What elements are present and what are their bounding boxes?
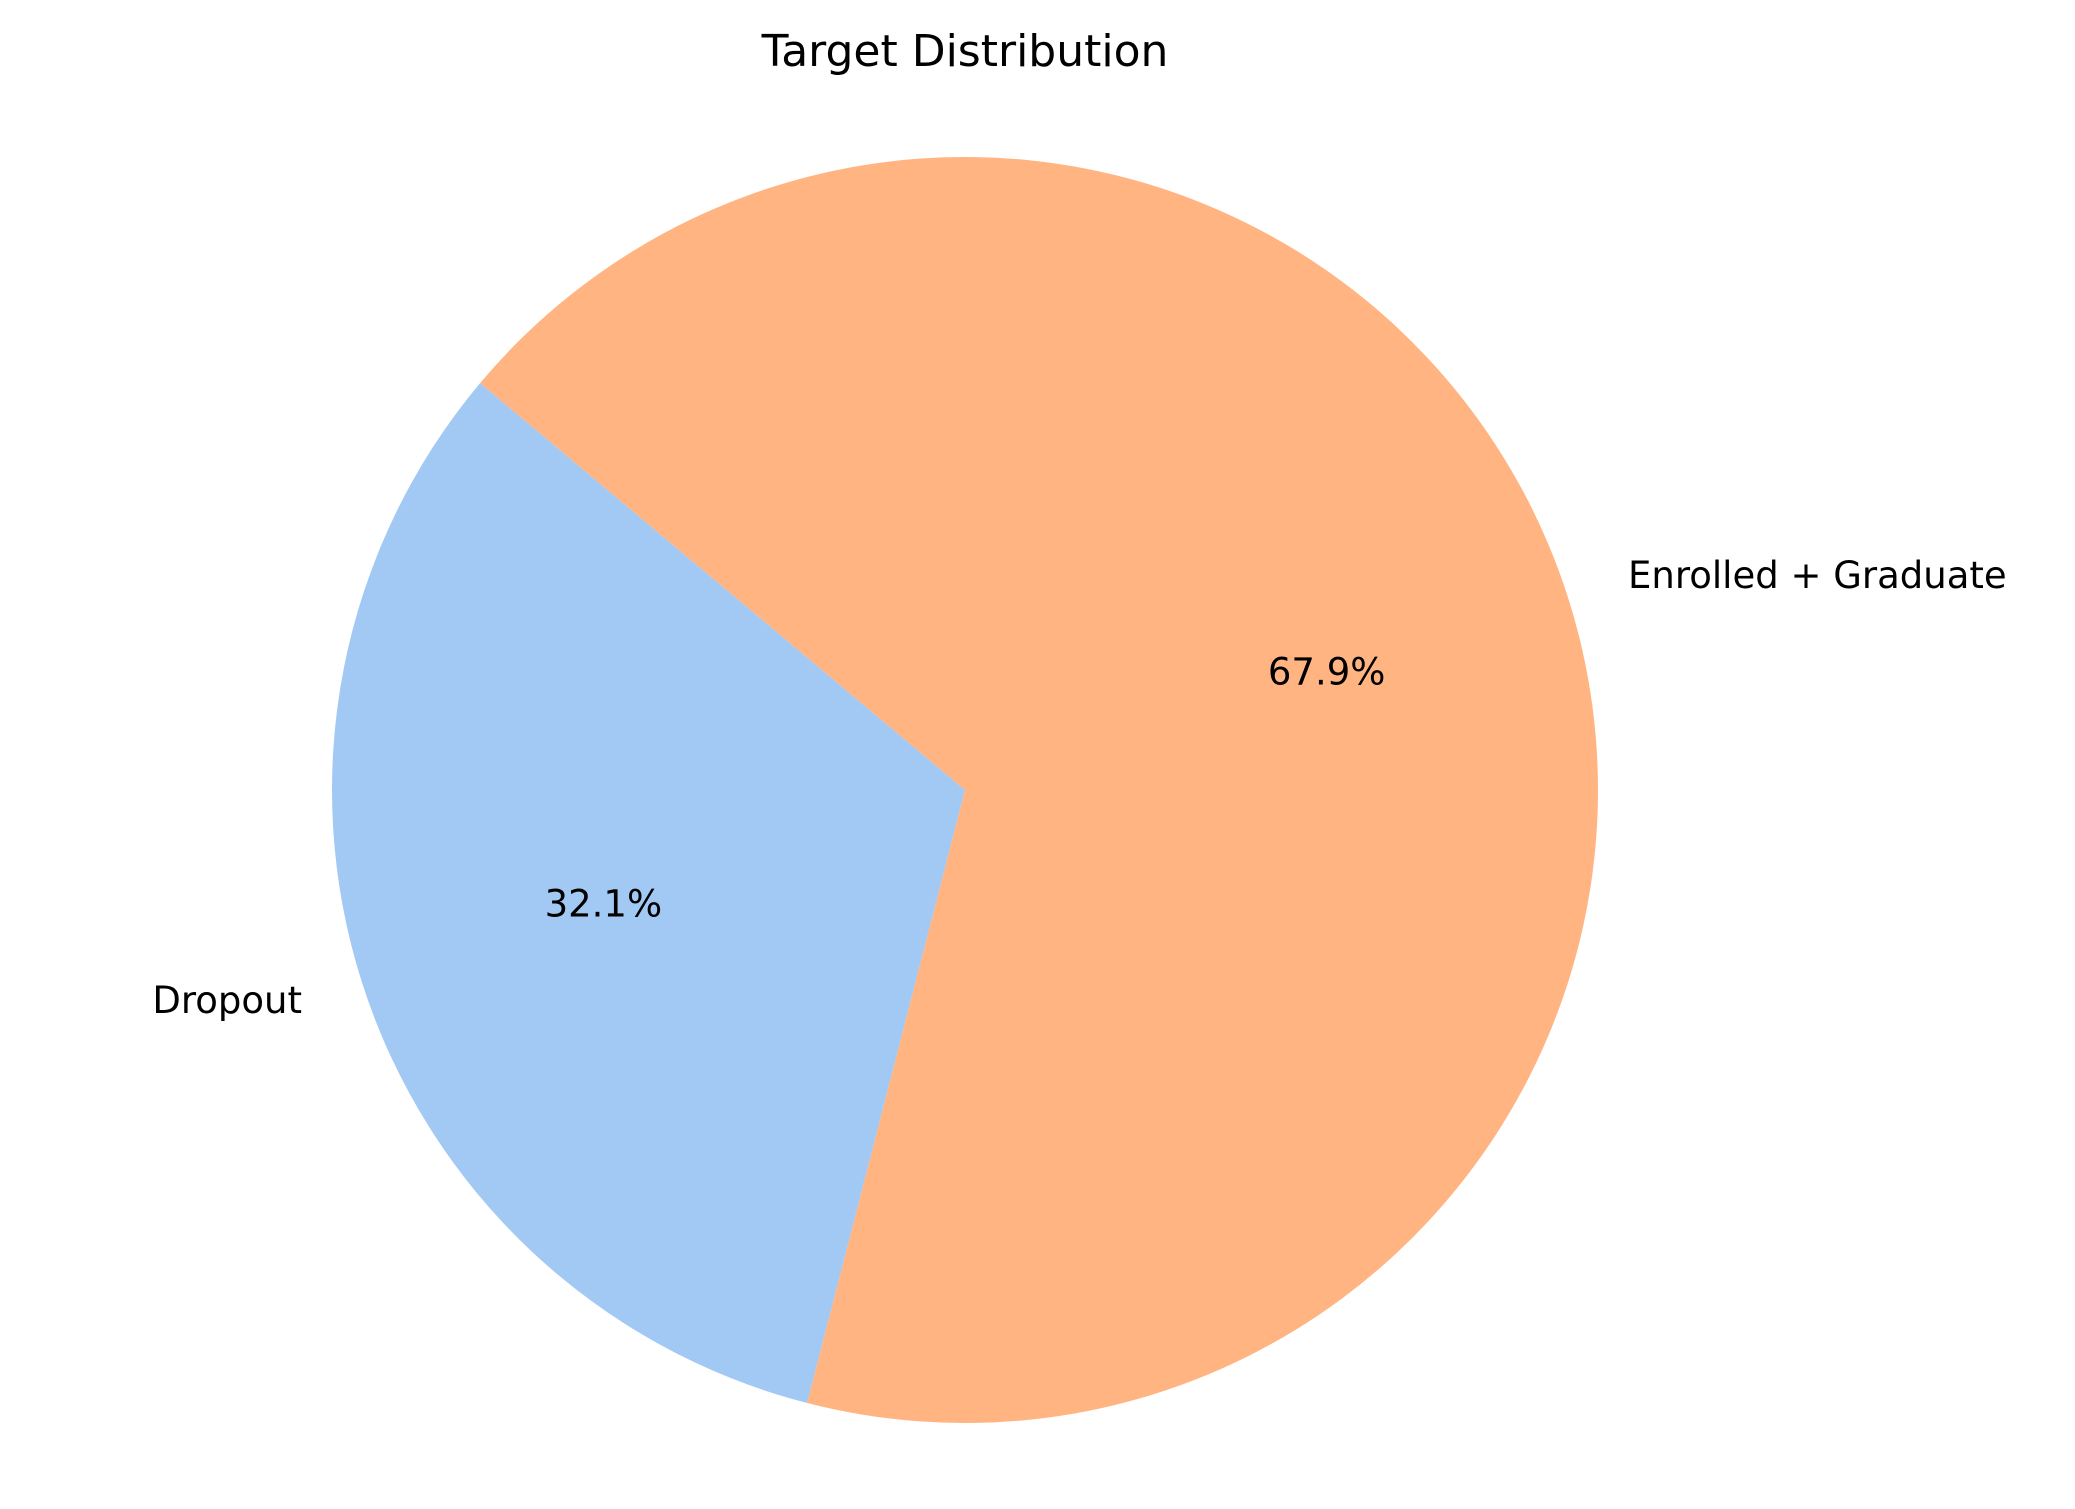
pie-slice-dropout bbox=[332, 383, 966, 1404]
pie-labels: Dropout 32.1% Enrolled + Graduate 67.9% bbox=[152, 554, 2006, 1022]
pie-slice-enrolled-graduate bbox=[480, 156, 1599, 1423]
slice-percent-label: 67.9% bbox=[1268, 651, 1386, 694]
slice-label: Enrolled + Graduate bbox=[1628, 554, 2007, 597]
pie-slices bbox=[332, 156, 1599, 1423]
chart-title: Target Distribution bbox=[761, 26, 1169, 77]
slice-label: Dropout bbox=[152, 979, 302, 1022]
slice-percent-label: 32.1% bbox=[545, 882, 663, 925]
